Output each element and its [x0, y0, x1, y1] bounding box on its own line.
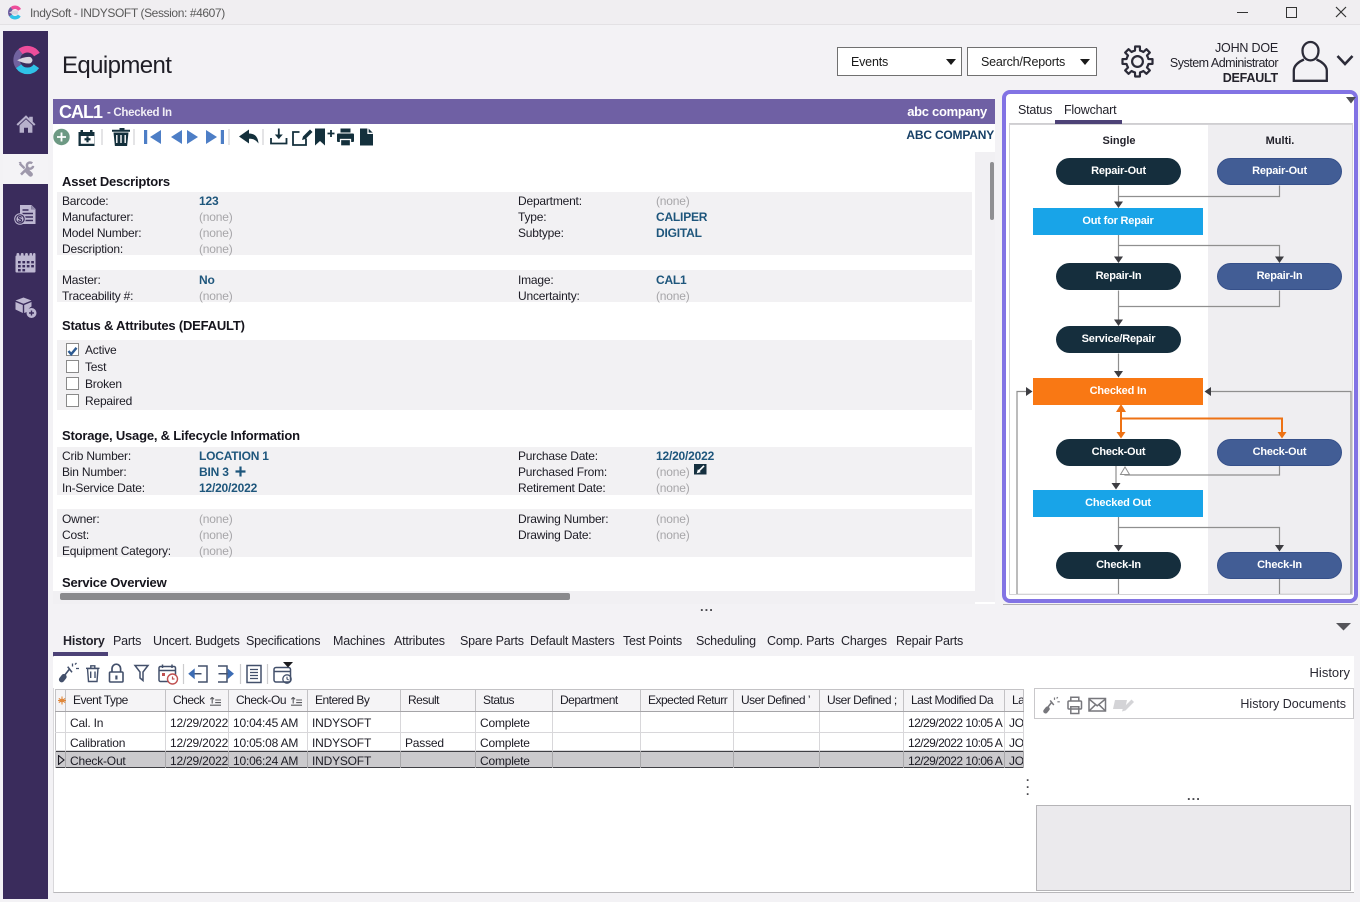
svg-text:$: $ [18, 215, 23, 224]
